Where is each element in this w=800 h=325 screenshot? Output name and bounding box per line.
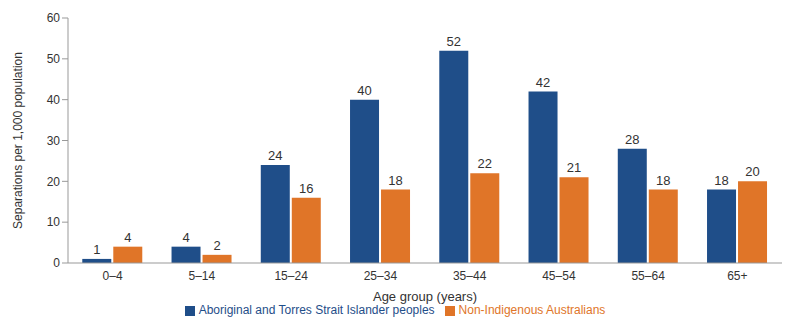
svg-text:25–34: 25–34 <box>364 269 398 283</box>
svg-text:10: 10 <box>47 215 61 229</box>
svg-text:20: 20 <box>47 175 61 189</box>
svg-text:21: 21 <box>567 160 581 175</box>
svg-text:20: 20 <box>745 164 759 179</box>
svg-text:4: 4 <box>182 230 189 245</box>
svg-text:Age group (years): Age group (years) <box>373 289 477 304</box>
svg-text:45–54: 45–54 <box>542 269 576 283</box>
svg-text:18: 18 <box>714 173 728 188</box>
svg-text:28: 28 <box>625 132 639 147</box>
svg-text:Separations per 1,000 populati: Separations per 1,000 population <box>11 52 25 229</box>
svg-text:15–24: 15–24 <box>274 269 308 283</box>
svg-text:24: 24 <box>268 148 282 163</box>
svg-text:0: 0 <box>53 256 60 270</box>
svg-text:4: 4 <box>124 230 131 245</box>
svg-text:52: 52 <box>447 34 461 49</box>
svg-text:35–44: 35–44 <box>453 269 487 283</box>
svg-text:60: 60 <box>47 11 61 25</box>
svg-text:5–14: 5–14 <box>189 269 216 283</box>
svg-text:40: 40 <box>357 83 371 98</box>
svg-text:2: 2 <box>213 238 220 253</box>
svg-text:16: 16 <box>299 181 313 196</box>
svg-text:42: 42 <box>536 75 550 90</box>
svg-text:65+: 65+ <box>727 269 747 283</box>
svg-text:50: 50 <box>47 52 61 66</box>
svg-text:40: 40 <box>47 93 61 107</box>
svg-text:18: 18 <box>656 173 670 188</box>
svg-text:30: 30 <box>47 134 61 148</box>
svg-text:1: 1 <box>93 242 100 257</box>
svg-text:22: 22 <box>478 156 492 171</box>
svg-text:18: 18 <box>388 173 402 188</box>
html-text:Non-Indigenous Australians: Non-Indigenous Australians <box>458 303 606 317</box>
html-text:Aboriginal and Torres Strait I: Aboriginal and Torres Strait Islander pe… <box>198 303 435 317</box>
svg-text:0–4: 0–4 <box>103 269 123 283</box>
svg-text:55–64: 55–64 <box>631 269 665 283</box>
